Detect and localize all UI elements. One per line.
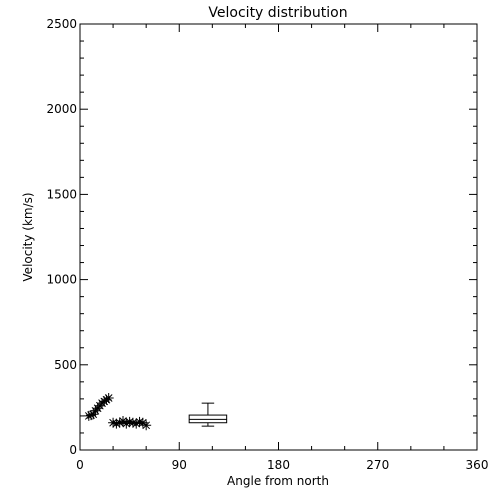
asterisk-point xyxy=(141,420,152,431)
y-axis-label: Velocity (km/s) xyxy=(21,192,35,281)
asterisk-point xyxy=(121,418,132,429)
x-tick-label: 90 xyxy=(172,458,187,472)
box-plot xyxy=(188,402,228,427)
scatter-series xyxy=(83,393,152,431)
y-tick-label: 1500 xyxy=(46,187,77,201)
x-tick-label: 180 xyxy=(267,458,290,472)
asterisk-point xyxy=(127,417,138,428)
x-tick-label: 270 xyxy=(366,458,389,472)
y-tick-label: 500 xyxy=(54,358,77,372)
asterisk-point xyxy=(114,417,125,428)
y-tick-label: 1000 xyxy=(46,273,77,287)
asterisk-point xyxy=(111,418,122,429)
asterisk-point xyxy=(83,410,94,421)
axis-ticks xyxy=(79,23,478,451)
y-tick-label: 2500 xyxy=(46,17,77,31)
y-tick-label: 2000 xyxy=(46,102,77,116)
asterisk-point xyxy=(108,417,119,428)
y-tick-labels: 0 500 1000 1500 2000 2500 xyxy=(46,17,77,457)
asterisk-point xyxy=(86,410,97,421)
x-tick-labels: 0 90 180 270 360 xyxy=(76,458,488,472)
asterisk-point xyxy=(118,416,129,427)
x-axis-label: Angle from north xyxy=(227,474,329,488)
y-tick-label: 0 xyxy=(69,443,77,457)
asterisk-point xyxy=(137,417,148,428)
plot-frame xyxy=(79,23,478,451)
asterisk-point xyxy=(131,418,142,429)
asterisk-point xyxy=(124,416,135,427)
asterisk-point xyxy=(134,416,145,427)
x-tick-label: 360 xyxy=(466,458,489,472)
x-tick-label: 0 xyxy=(76,458,84,472)
asterisk-point xyxy=(103,393,114,404)
asterisk-point xyxy=(88,409,99,420)
chart-title: Velocity distribution xyxy=(208,5,347,21)
